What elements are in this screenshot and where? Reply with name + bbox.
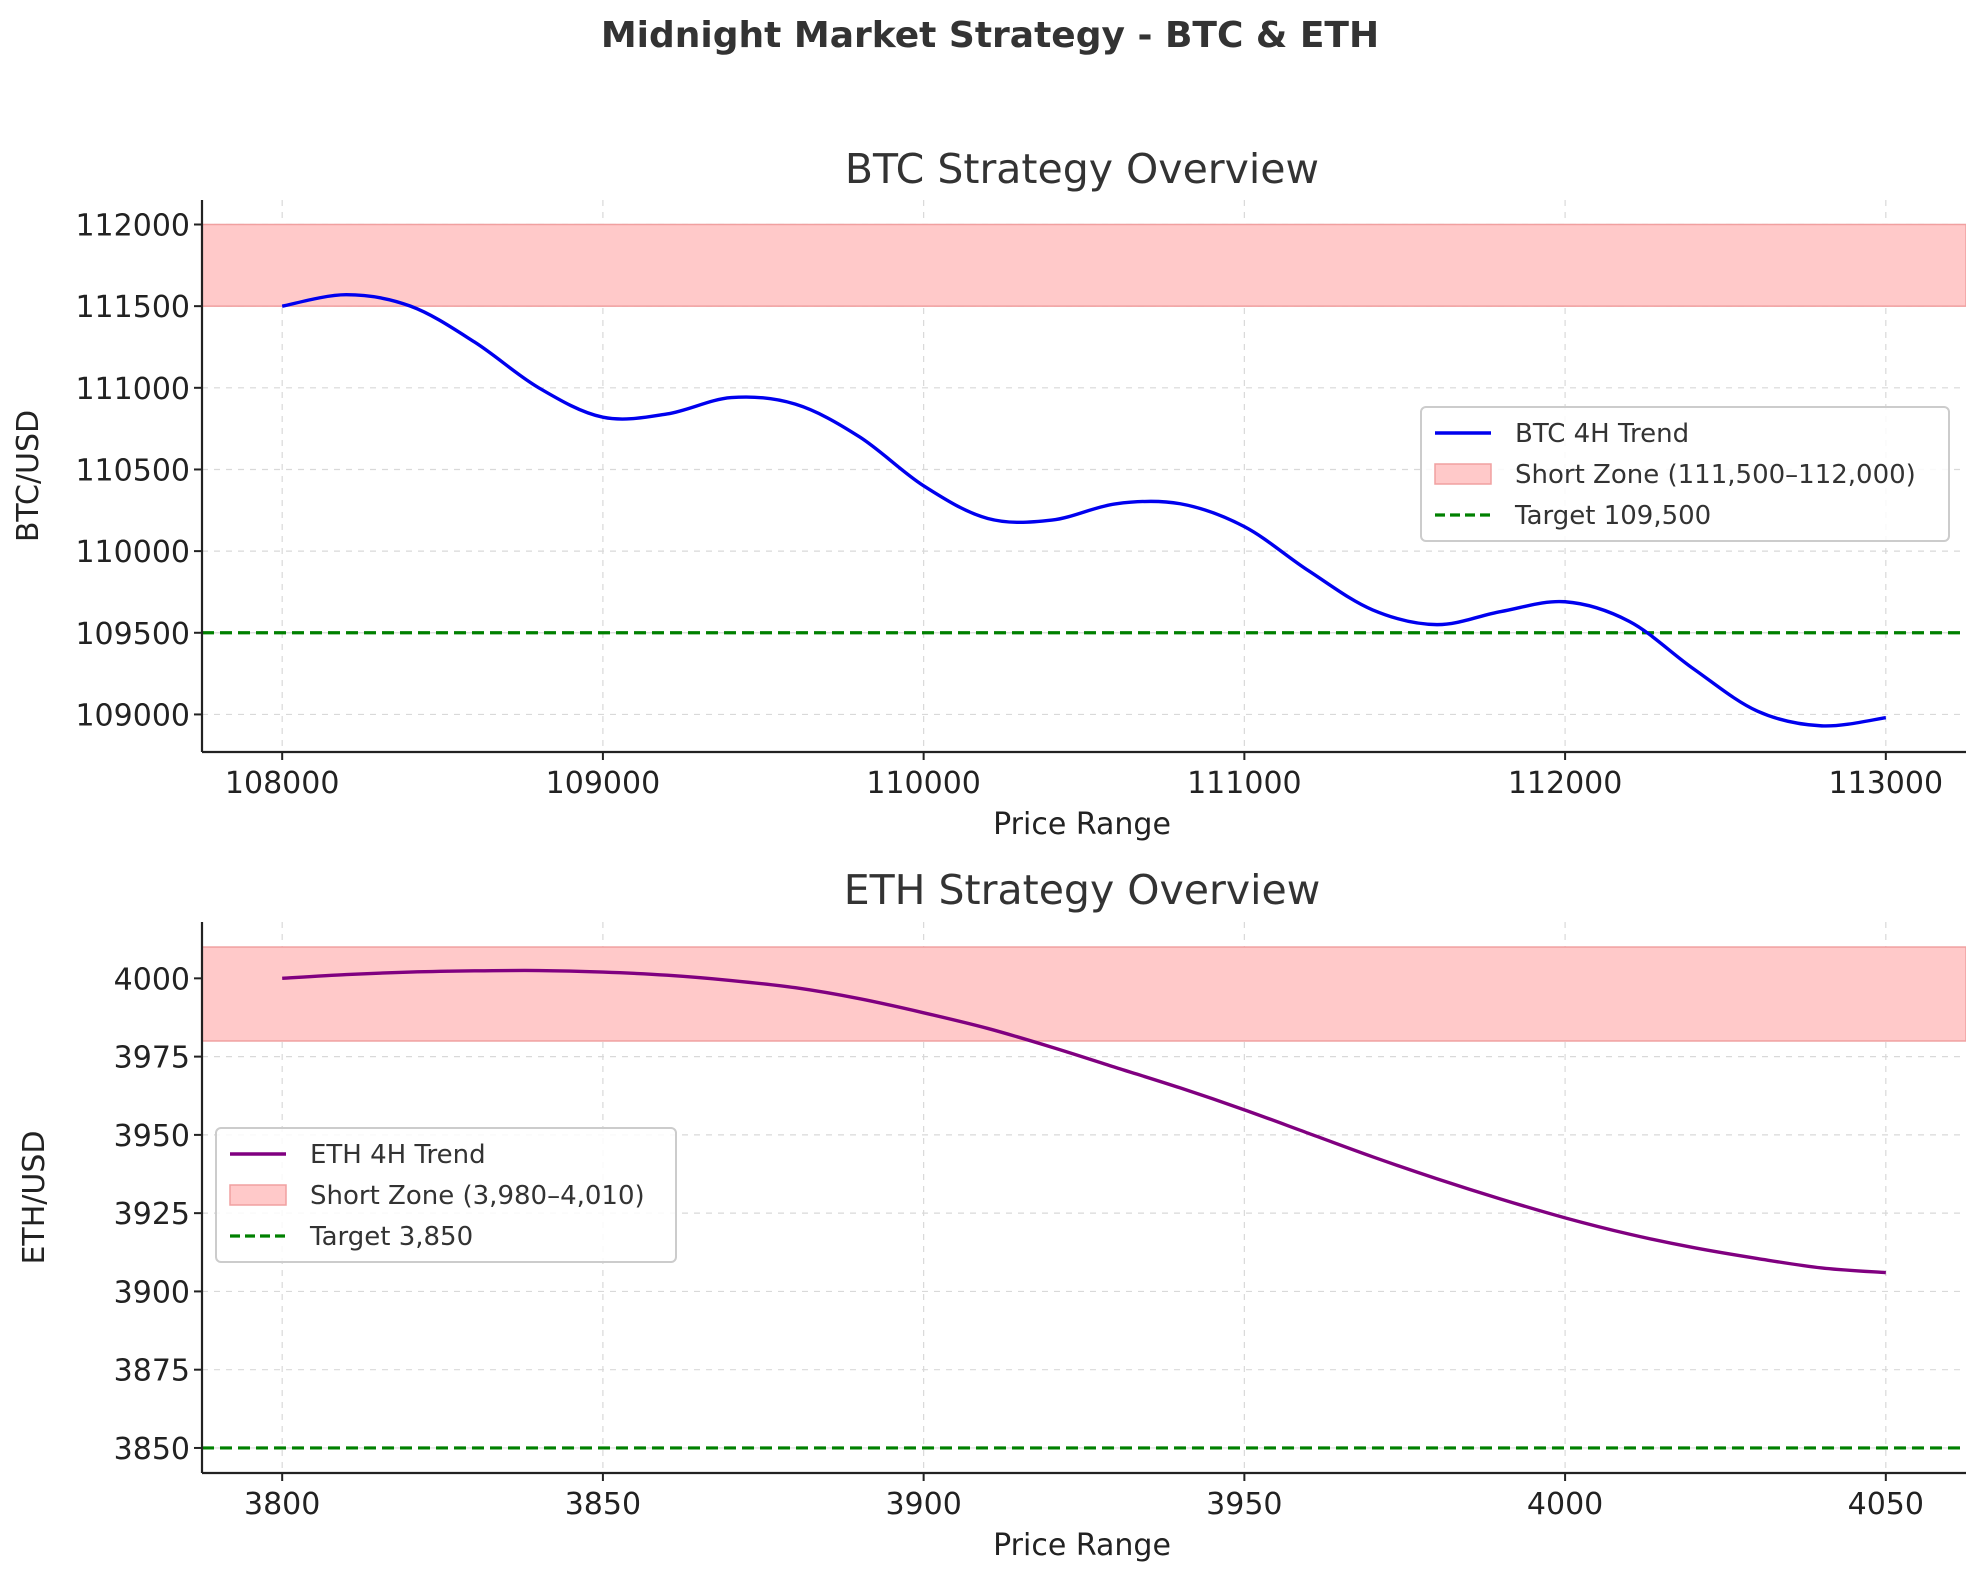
chart-0-y-tick-label: 111500 [75,290,190,325]
chart-1-legend-target-label: Target 3,850 [309,1222,473,1252]
eth-chart-panel: 3800 3850 3900 3950 4000 4050 3850 3875 3900 3925… [17,866,1966,1563]
chart-0-y-tick-label: 109000 [75,698,190,733]
chart-0-y-tick-label: 110000 [75,535,190,570]
chart-1-x-tick-label: 4050 [1848,1487,1924,1522]
chart-1-x-axis-label: Price Range [993,1528,1171,1563]
chart-0-y-axis-label: BTC/USD [11,410,46,542]
chart-0-trend-line [281,293,1887,728]
chart-1-y-tick-label: 3975 [114,1041,190,1076]
chart-1-y-tick-label: 3900 [114,1275,190,1310]
chart-0-legend-zone-label: Short Zone (111,500–112,000) [1515,460,1916,490]
chart-0-legend: BTC 4H Trend Short Zone (111,500–112,000)… [1420,406,1950,542]
chart-0-y-tick-label: 111000 [75,372,190,407]
chart-1-short-zone-band [202,946,1966,1042]
figure-title: Midnight Market Strategy - BTC & ETH [601,15,1379,56]
chart-1-title: ETH Strategy Overview [844,866,1321,914]
chart-1-y-tick-label: 3875 [114,1354,190,1389]
chart-1-y-axis-label: ETH/USD [17,1130,52,1264]
chart-1-legend-frame [215,1127,677,1263]
chart-0-y-tick-label: 110500 [75,453,190,488]
chart-0-title: BTC Strategy Overview [845,145,1319,193]
chart-0-legend-zone-swatch [1434,463,1492,485]
btc-chart-panel: 108000 109000 110000 111000 112000 113000 1090… [11,145,1966,842]
chart-0-legend-frame [1420,406,1950,542]
chart-0-y-tick-label: 109500 [75,617,190,652]
chart-0-short-zone-band [202,223,1966,307]
chart-1-legend-zone-swatch [229,1184,287,1206]
chart-1-trend-line [282,968,1886,1275]
chart-0-x-tick-label: 109000 [546,766,661,801]
chart-0-x-tick-label: 108000 [225,766,340,801]
chart-0-x-axis-label: Price Range [993,807,1171,842]
chart-1-legend: ETH 4H Trend Short Zone (3,980–4,010) Targ… [215,1127,677,1263]
chart-1-y-tick-label: 3925 [114,1197,190,1232]
chart-1-x-tick-label: 3800 [244,1487,320,1522]
chart-0-x-tick-label: 112000 [1508,766,1623,801]
chart-1-x-tick-label: 4000 [1527,1487,1603,1522]
chart-1-plot-area [202,946,1966,1450]
chart-1-y-tick-label: 3850 [114,1432,190,1467]
chart-0-x-tick-label: 111000 [1187,766,1302,801]
chart-1-x-tick-label: 3900 [885,1487,961,1522]
chart-0-x-tick-label: 113000 [1829,766,1944,801]
chart-0-x-tick-label: 110000 [866,766,981,801]
chart-1-legend-trend-label: ETH 4H Trend [310,1140,486,1170]
chart-1-y-tick-label: 3950 [114,1119,190,1154]
chart-1-x-tick-label: 3850 [565,1487,641,1522]
chart-1-x-tick-label: 3950 [1206,1487,1282,1522]
chart-0-y-tick-label: 112000 [75,208,190,243]
chart-1-legend-zone-label: Short Zone (3,980–4,010) [310,1181,645,1211]
chart-0-legend-target-label: Target 109,500 [1514,501,1711,531]
chart-0-plot-area [202,223,1966,728]
chart-1-y-tick-label: 4000 [114,962,190,997]
chart-0-legend-trend-label: BTC 4H Trend [1515,419,1689,449]
